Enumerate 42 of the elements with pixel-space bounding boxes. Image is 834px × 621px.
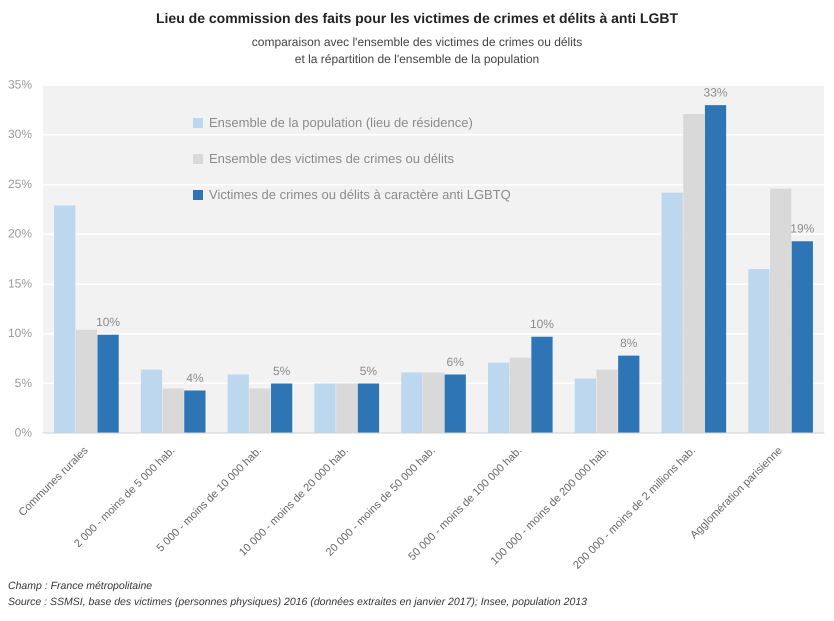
bar [54, 206, 76, 432]
bar [618, 356, 640, 432]
legend-label: Victimes de crimes ou délits à caractère anti LGBTQ [209, 187, 511, 202]
y-tick-label: 5% [14, 376, 32, 390]
bar [488, 362, 510, 432]
bar [531, 336, 553, 432]
data-label: 5% [360, 364, 378, 378]
bar [574, 378, 596, 432]
y-tick-label: 10% [8, 326, 32, 340]
data-label: 4% [186, 370, 204, 385]
chart-title: Lieu de commission des faits pour les victimes de crimes et délits à anti LGBT [154, 10, 680, 26]
chart-subtitle: comparaison avec l'ensemble des victimes de crimes ou délits et la répartition de l'ensemble de la population [250, 34, 584, 68]
text: Champ : France métropolitaine [8, 579, 154, 594]
bar [401, 372, 422, 432]
bar [748, 269, 770, 432]
legend-label: Ensemble des victimes de crimes ou délits [209, 151, 454, 166]
bar [271, 383, 292, 432]
bar [792, 241, 813, 432]
bar [314, 383, 336, 432]
source-note: Source : SSMSI, base des victimes (personnes physiques) 2016 (données extraites en janvier 2017); Insee, population 2013 [8, 595, 588, 610]
bar [97, 334, 119, 432]
y-tick-label: 20% [8, 226, 32, 241]
bar [358, 383, 380, 432]
y-tick-label: 25% [8, 176, 32, 191]
bar [662, 192, 683, 432]
data-label: 19% [790, 222, 815, 236]
data-label: 5% [272, 364, 291, 378]
y-tick-label: 15% [8, 276, 32, 290]
y-tick-label: 30% [8, 127, 32, 142]
bar [228, 374, 249, 432]
bar [444, 374, 466, 432]
data-label: 33% [704, 85, 728, 100]
bar [184, 390, 206, 432]
y-tick-label: 0% [14, 426, 32, 440]
y-tick-label: 35% [8, 78, 32, 92]
data-label: 10% [96, 315, 120, 330]
data-label: 6% [446, 354, 464, 369]
bar [704, 105, 726, 432]
data-label: 8% [620, 336, 638, 350]
legend-label: Ensemble de la population (lieu de résidence) [209, 115, 473, 130]
data-label: 10% [530, 317, 554, 332]
bar [140, 370, 162, 432]
